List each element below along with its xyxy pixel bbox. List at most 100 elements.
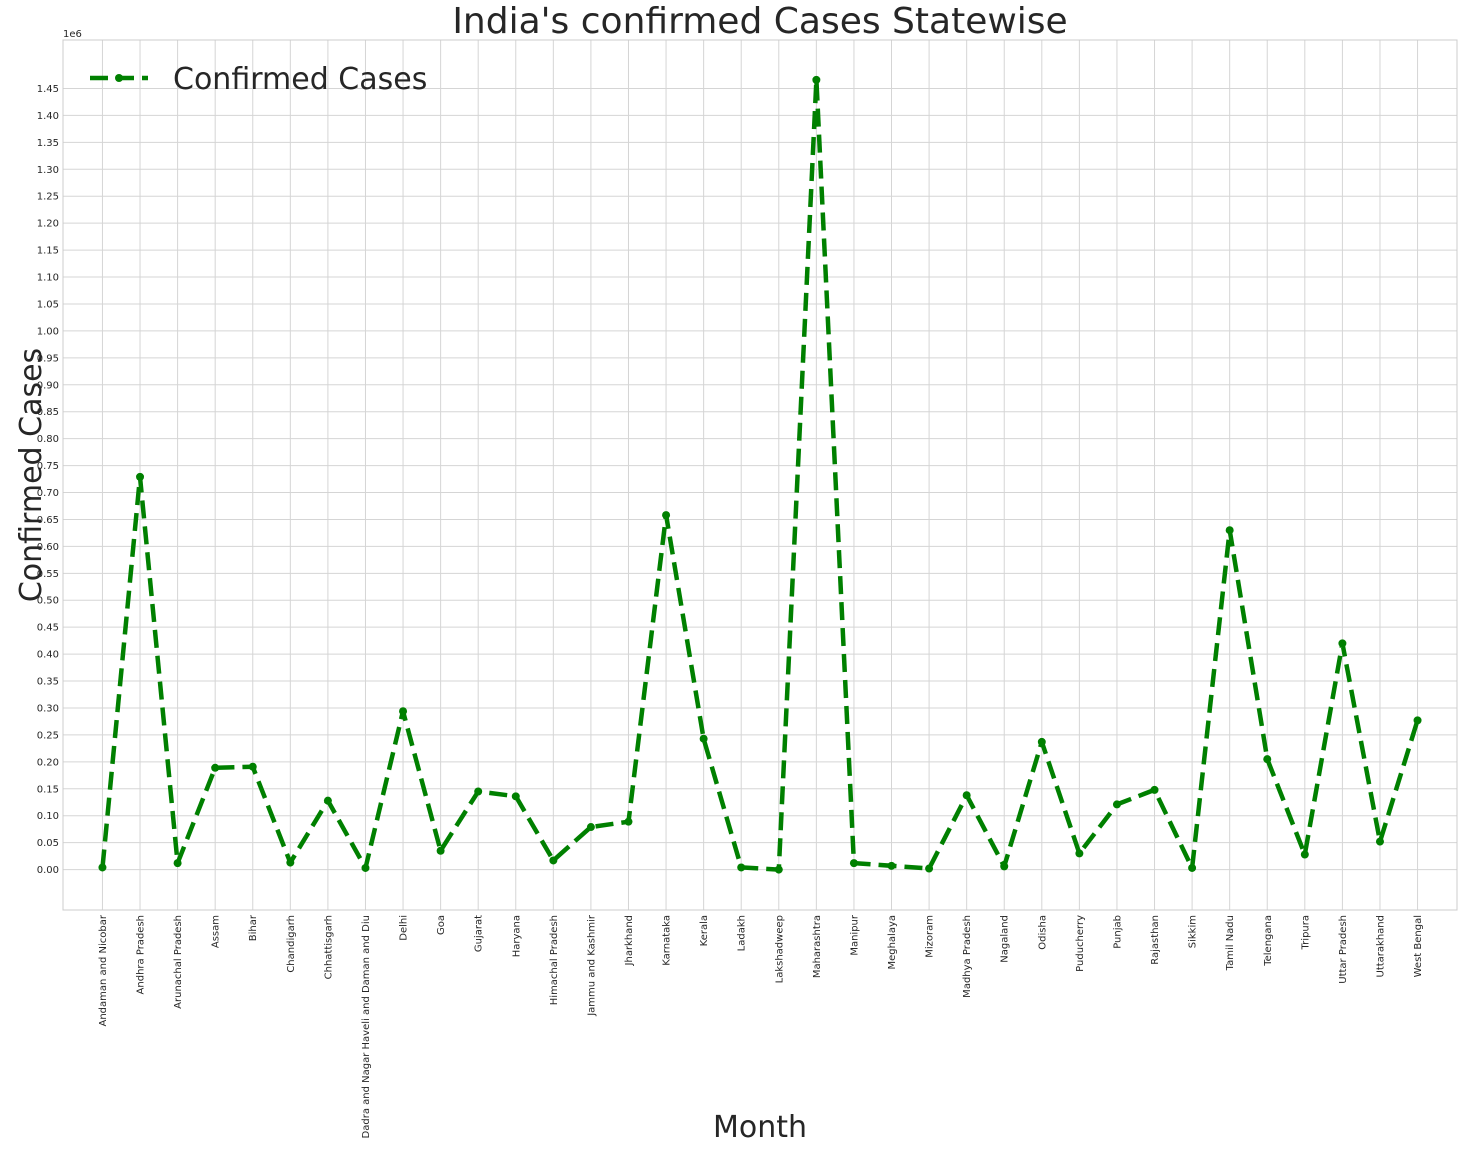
x-tick-label: Arunachal Pradesh (173, 915, 184, 1009)
data-point (511, 792, 520, 801)
data-point (812, 75, 821, 84)
data-point (436, 846, 445, 855)
data-point (1112, 800, 1121, 809)
y-tick-label: 0.80 (37, 434, 59, 445)
data-point (173, 859, 182, 868)
x-tick-label: Chandigarh (286, 915, 297, 973)
data-point (1188, 863, 1197, 872)
data-point (1225, 526, 1234, 535)
x-tick-label: Ladakh (737, 915, 748, 951)
x-tick-label: Sikkim (1188, 915, 1199, 948)
x-tick-label: Kerala (699, 915, 710, 946)
data-point (549, 856, 558, 865)
y-tick-label: 0.75 (37, 461, 59, 472)
x-tick-label: Andaman and Nicobar (98, 914, 109, 1026)
data-point (1338, 639, 1347, 648)
y-tick-label: 1.25 (37, 192, 59, 203)
y-tick-label: 0.40 (37, 650, 59, 661)
y-tick-label: 1.40 (37, 111, 59, 122)
x-tick-label: Meghalaya (887, 915, 898, 970)
x-tick-label: Puducherry (1075, 915, 1086, 972)
data-point (774, 865, 783, 874)
x-tick-label: Madhya Pradesh (962, 915, 973, 998)
plot-area-frame (62, 39, 1458, 911)
y-tick-label: 1.10 (37, 273, 59, 284)
x-tick-label: Uttar Pradesh (1338, 915, 1349, 984)
data-point (1075, 849, 1084, 858)
y-tick-label: 0.55 (37, 569, 59, 580)
x-tick-label: Jharkhand (624, 915, 635, 966)
y-tick-label: 0.50 (37, 596, 59, 607)
x-tick-label: Bihar (248, 914, 259, 941)
legend-label-confirmed-cases: Confirmed Cases (173, 62, 427, 97)
x-axis-ticks: Andaman and Nicobar Andhra Pradesh Arunach… (98, 914, 1424, 1138)
y-tick-label: 0.05 (37, 838, 59, 849)
x-tick-label: Tamil Nadu (1225, 915, 1236, 971)
x-tick-label: Assam (211, 915, 222, 948)
x-tick-label: Goa (436, 915, 447, 935)
data-point (887, 861, 896, 870)
data-point (1413, 716, 1422, 725)
data-point (699, 734, 708, 743)
x-tick-label: Telengana (1263, 915, 1274, 967)
x-tick-label: Odisha (1037, 915, 1048, 950)
data-point (624, 817, 633, 826)
x-tick-label: Manipur (849, 914, 860, 956)
x-tick-label: Dadra and Nagar Haveli and Daman and Diu (361, 915, 372, 1138)
data-point (399, 707, 408, 716)
x-tick-label: Karnataka (662, 915, 673, 966)
y-tick-label: 0.10 (37, 811, 59, 822)
x-tick-label: Mizoram (925, 915, 936, 958)
x-tick-label: Delhi (399, 915, 410, 941)
y-axis-label: Confirmed Cases (14, 348, 49, 602)
x-tick-label: Andhra Pradesh (136, 915, 147, 994)
x-tick-label: Tripura (1300, 915, 1311, 950)
x-tick-label: Uttarakhand (1375, 915, 1386, 977)
y-tick-label: 1.30 (37, 165, 59, 176)
data-point (323, 796, 332, 805)
x-tick-label: Chhattisgarh (323, 915, 334, 979)
y-tick-label: 0.65 (37, 515, 59, 526)
y-tick-label: 1.35 (37, 138, 59, 149)
data-point (98, 863, 107, 872)
data-point (962, 791, 971, 800)
y-tick-label: 0.90 (37, 380, 59, 391)
y-tick-label: 1.15 (37, 246, 59, 257)
x-tick-label: Punjab (1112, 915, 1123, 949)
legend: Confirmed Cases (90, 62, 427, 97)
chart-title: India's confirmed Cases Statewise (452, 1, 1067, 42)
data-point (586, 823, 595, 832)
data-point (136, 472, 145, 481)
data-point (474, 787, 483, 796)
x-tick-label: West Bengal (1413, 915, 1424, 977)
grid-lines (63, 40, 1457, 910)
y-tick-label: 0.30 (37, 703, 59, 714)
y-tick-label: 0.35 (37, 677, 59, 688)
data-point (1000, 862, 1009, 871)
y-axis-offset-label: 1e6 (63, 29, 82, 40)
y-tick-label: 0.20 (37, 757, 59, 768)
data-point (211, 763, 220, 772)
data-point (662, 511, 671, 520)
x-tick-label: Nagaland (1000, 915, 1011, 963)
y-tick-label: 0.60 (37, 542, 59, 553)
data-point (1037, 737, 1046, 746)
data-point (1263, 755, 1272, 764)
x-tick-label: Maharashtra (812, 915, 823, 978)
y-tick-label: 0.00 (37, 865, 59, 876)
series-line (100, 77, 1420, 872)
y-tick-label: 0.25 (37, 730, 59, 741)
y-tick-label: 0.70 (37, 488, 59, 499)
y-tick-label: 0.45 (37, 623, 59, 634)
x-tick-label: Gujarat (474, 915, 485, 952)
data-point (1300, 850, 1309, 859)
x-tick-label: Rajasthan (1150, 915, 1161, 965)
series-confirmed-cases (98, 75, 1422, 874)
y-tick-label: 1.20 (37, 219, 59, 230)
x-tick-label: Haryana (511, 915, 522, 957)
data-point (925, 864, 934, 873)
data-point (849, 859, 858, 868)
data-point (248, 762, 257, 771)
y-tick-label: 0.85 (37, 407, 59, 418)
